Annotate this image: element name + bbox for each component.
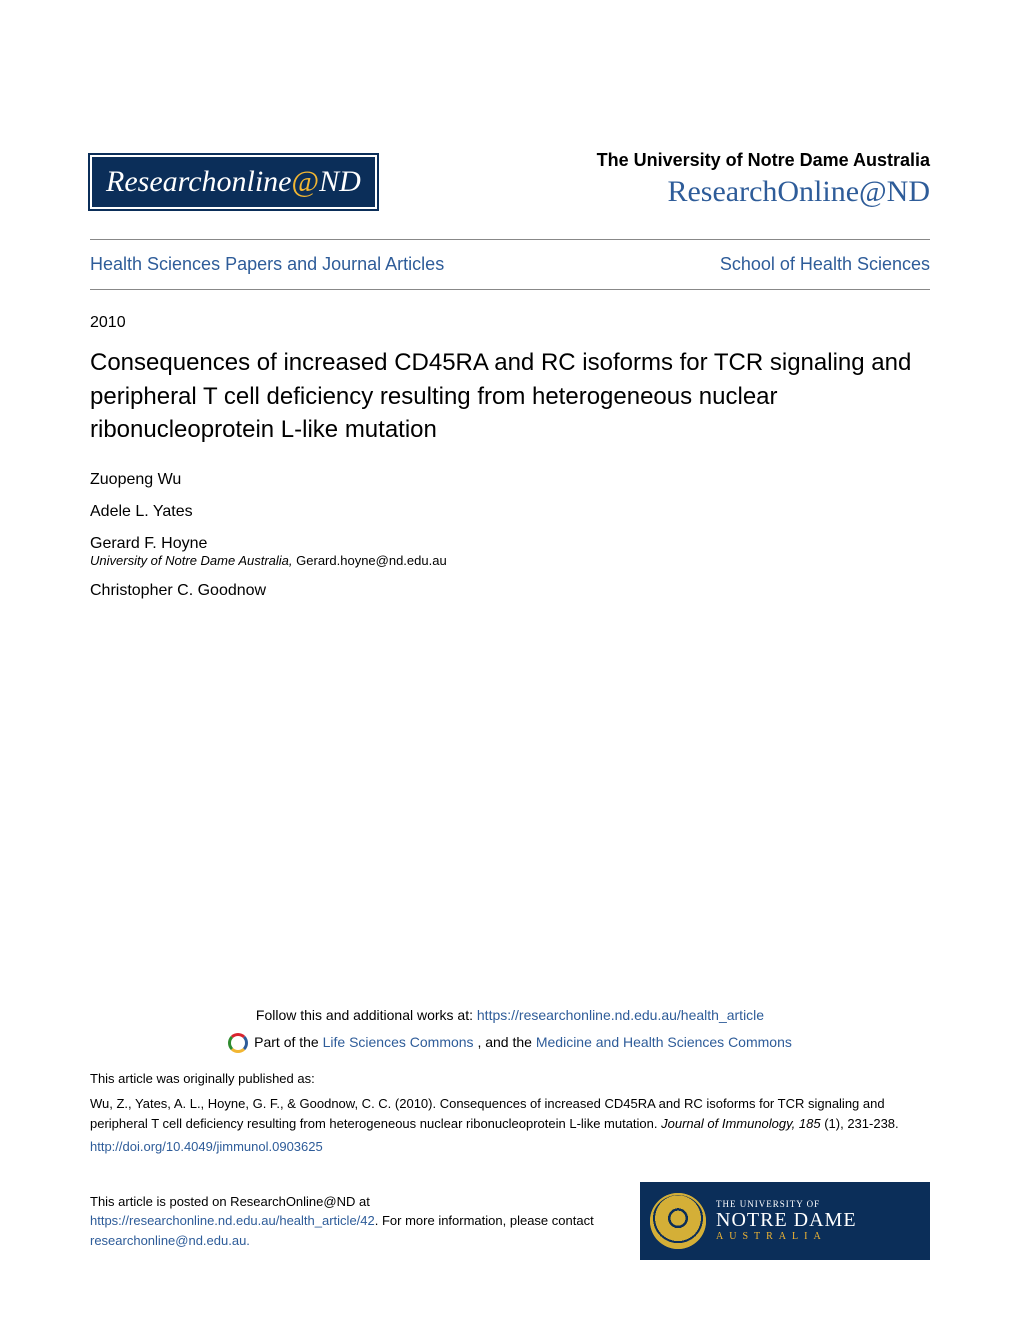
badge-top: THE UNIVERSITY OF bbox=[716, 1200, 857, 1210]
logo-left: Researchonline bbox=[106, 165, 292, 198]
posted-url[interactable]: https://researchonline.nd.edu.au/health_… bbox=[90, 1213, 375, 1228]
article-title: Consequences of increased CD45RA and RC … bbox=[90, 346, 930, 447]
citation-intro: This article was originally published as… bbox=[90, 1069, 930, 1089]
author-name: Christopher C. Goodnow bbox=[90, 582, 266, 599]
author-affiliation: University of Notre Dame Australia, Gera… bbox=[90, 553, 930, 568]
university-badge: THE UNIVERSITY OF NOTRE DAME AUSTRALIA bbox=[640, 1182, 930, 1260]
divider bbox=[90, 239, 930, 240]
author: Adele L. Yates bbox=[90, 503, 930, 521]
site-logo: Researchonline@ND bbox=[90, 155, 377, 209]
author-name: Gerard F. Hoyne bbox=[90, 535, 930, 553]
publication-year: 2010 bbox=[90, 314, 930, 332]
footer-block: Follow this and additional works at: htt… bbox=[90, 1007, 930, 1261]
header-right: The University of Notre Dame Australia R… bbox=[597, 150, 930, 209]
follow-url[interactable]: https://researchonline.nd.edu.au/health_… bbox=[477, 1007, 764, 1023]
author-email: Gerard.hoyne@nd.edu.au bbox=[296, 553, 447, 568]
logo-right: ND bbox=[319, 165, 361, 198]
site-name-link[interactable]: ResearchOnline@ND bbox=[667, 175, 930, 208]
citation-pages: (1), 231-238. bbox=[824, 1116, 898, 1131]
contact-email[interactable]: researchonline@nd.edu.au. bbox=[90, 1233, 250, 1248]
citation-text: Wu, Z., Yates, A. L., Hoyne, G. F., & Go… bbox=[90, 1094, 930, 1133]
follow-line: Follow this and additional works at: htt… bbox=[90, 1007, 930, 1023]
affiliation-text: University of Notre Dame Australia bbox=[90, 553, 289, 568]
university-name: The University of Notre Dame Australia bbox=[597, 150, 930, 171]
posted-lead: This article is posted on ResearchOnline… bbox=[90, 1194, 370, 1209]
breadcrumb-nav: Health Sciences Papers and Journal Artic… bbox=[90, 254, 930, 275]
badge-text: THE UNIVERSITY OF NOTRE DAME AUSTRALIA bbox=[716, 1200, 857, 1243]
school-link[interactable]: School of Health Sciences bbox=[720, 254, 930, 275]
commons-icon bbox=[228, 1033, 246, 1051]
commons-link-2[interactable]: Medicine and Health Sciences Commons bbox=[536, 1034, 792, 1050]
partof-mid: , and the bbox=[477, 1034, 535, 1050]
logo-at: @ bbox=[292, 165, 320, 198]
doi-link[interactable]: http://doi.org/10.4049/jimmunol.0903625 bbox=[90, 1139, 323, 1154]
badge-bot: AUSTRALIA bbox=[716, 1231, 857, 1242]
posted-block: This article is posted on ResearchOnline… bbox=[90, 1192, 620, 1251]
follow-lead: Follow this and additional works at: bbox=[256, 1007, 477, 1023]
author-name: Adele L. Yates bbox=[90, 503, 193, 520]
page-header: Researchonline@ND The University of Notr… bbox=[90, 150, 930, 209]
divider bbox=[90, 289, 930, 290]
author: Gerard F. Hoyne University of Notre Dame… bbox=[90, 535, 930, 568]
collection-link[interactable]: Health Sciences Papers and Journal Artic… bbox=[90, 254, 444, 275]
commons-link-1[interactable]: Life Sciences Commons bbox=[323, 1034, 474, 1050]
footer-row: This article is posted on ResearchOnline… bbox=[90, 1182, 930, 1260]
citation-journal: Journal of Immunology, 185 bbox=[661, 1116, 820, 1131]
author: Christopher C. Goodnow bbox=[90, 582, 930, 600]
badge-mid: NOTRE DAME bbox=[716, 1209, 857, 1231]
partof-line: Part of the Life Sciences Commons , and … bbox=[90, 1033, 930, 1051]
logo-text: Researchonline@ND bbox=[106, 165, 361, 198]
partof-text: Part of the Life Sciences Commons , and … bbox=[254, 1034, 792, 1050]
university-seal-icon bbox=[650, 1193, 706, 1249]
doi-line: http://doi.org/10.4049/jimmunol.0903625 bbox=[90, 1139, 930, 1154]
partof-lead: Part of the bbox=[254, 1034, 322, 1050]
author: Zuopeng Wu bbox=[90, 471, 930, 489]
author-name: Zuopeng Wu bbox=[90, 471, 181, 488]
posted-mid: . For more information, please contact bbox=[375, 1213, 594, 1228]
